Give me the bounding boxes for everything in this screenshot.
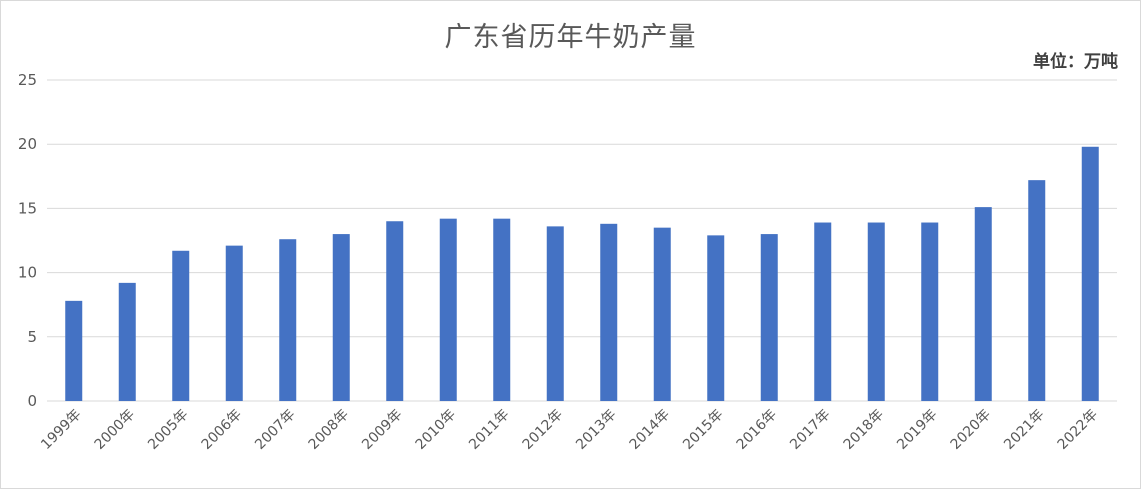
x-tick-label: 2011年: [466, 407, 512, 453]
bar-2013年: [600, 223, 618, 401]
bar-1999年: [65, 300, 83, 401]
bar-2009年: [386, 221, 404, 401]
bars: [65, 146, 1099, 401]
y-tick-label: 10: [18, 264, 37, 282]
y-axis-ticks: 0 5 10 15 20 25: [18, 71, 37, 410]
x-tick-label: 2009年: [359, 407, 405, 453]
bar-2000年: [118, 282, 136, 401]
y-tick-label: 25: [18, 71, 37, 89]
bar-2021年: [1028, 180, 1046, 401]
y-tick-label: 5: [27, 328, 37, 346]
bar-2016年: [760, 234, 778, 401]
x-tick-label: 1999年: [38, 407, 84, 453]
x-tick-label: 2006年: [199, 407, 245, 453]
bar-2015年: [707, 235, 725, 401]
x-tick-label: 2020年: [948, 407, 994, 453]
chart-title: 广东省历年牛奶产量: [444, 22, 697, 53]
x-tick-label: 2010年: [413, 407, 459, 453]
bar-2011年: [493, 218, 511, 401]
y-tick-label: 15: [18, 199, 37, 217]
bar-2007年: [279, 239, 297, 401]
x-tick-label: 2014年: [627, 407, 673, 453]
x-axis-ticks: 1999年 2000年 2005年 2006年 2007年 2008年 2009年 2010年…: [38, 407, 1101, 453]
bar-2005年: [172, 250, 190, 401]
y-tick-label: 0: [27, 392, 37, 410]
x-tick-label: 2013年: [573, 407, 619, 453]
bar-2019年: [921, 222, 939, 401]
x-tick-label: 2022年: [1055, 407, 1101, 453]
bar-2006年: [225, 245, 243, 401]
x-tick-label: 2000年: [92, 407, 138, 453]
x-tick-label: 2017年: [787, 407, 833, 453]
x-tick-label: 2018年: [841, 407, 887, 453]
x-tick-label: 2007年: [252, 407, 298, 453]
x-tick-label: 2012年: [520, 407, 566, 453]
y-tick-label: 20: [18, 135, 37, 153]
bar-2012年: [546, 226, 564, 401]
bar-2018年: [867, 222, 885, 401]
x-tick-label: 2005年: [145, 407, 191, 453]
bar-2017年: [814, 222, 832, 401]
bar-2020年: [974, 207, 992, 401]
bar-2008年: [332, 234, 350, 401]
x-tick-label: 2021年: [1001, 407, 1047, 453]
bar-2010年: [439, 218, 457, 401]
x-tick-label: 2008年: [306, 407, 352, 453]
unit-label: 单位：万吨: [1033, 52, 1118, 72]
gridlines: [47, 79, 1117, 402]
bar-2014年: [653, 227, 671, 401]
bar-2022年: [1081, 146, 1099, 401]
x-tick-label: 2016年: [734, 407, 780, 453]
x-tick-label: 2015年: [680, 407, 726, 453]
x-tick-label: 2019年: [894, 407, 940, 453]
